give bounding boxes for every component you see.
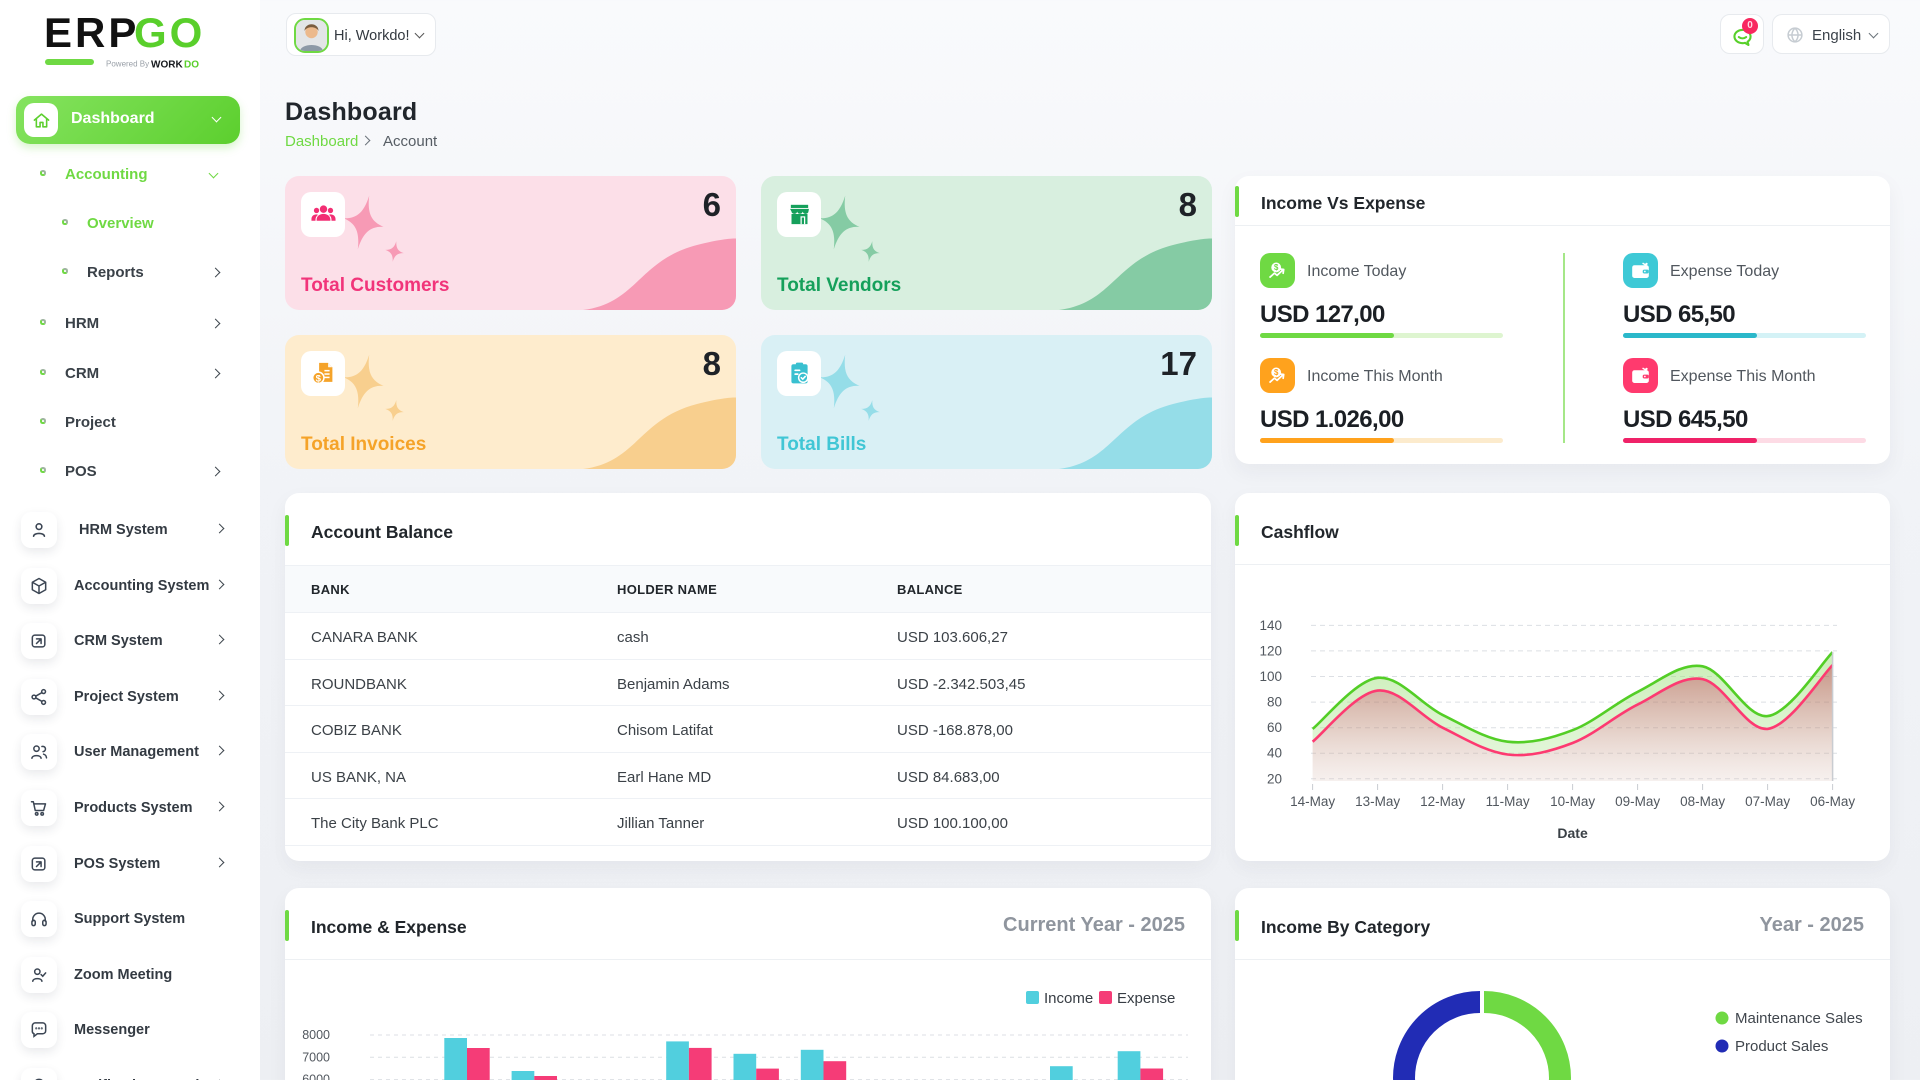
svg-text:100: 100 (1259, 669, 1282, 684)
svg-text:7000: 7000 (302, 1050, 330, 1064)
svg-text:10-May: 10-May (1550, 794, 1595, 809)
svg-text:DO: DO (184, 60, 199, 71)
svg-text:$: $ (1274, 368, 1279, 377)
svg-text:09-May: 09-May (1615, 794, 1660, 809)
svg-text:80: 80 (1267, 695, 1282, 710)
svg-text:Date: Date (1557, 825, 1588, 841)
svg-text:$: $ (315, 373, 321, 384)
svg-text:13-May: 13-May (1355, 794, 1400, 809)
svg-text:12-May: 12-May (1420, 794, 1465, 809)
svg-text:07-May: 07-May (1745, 794, 1790, 809)
svg-text:6000: 6000 (302, 1073, 330, 1080)
svg-text:Powered By: Powered By (106, 60, 149, 69)
svg-text:GO: GO (134, 10, 205, 56)
svg-text:08-May: 08-May (1680, 794, 1725, 809)
svg-text:20: 20 (1267, 771, 1282, 786)
svg-text:Maintenance Sales: Maintenance Sales (1735, 1010, 1863, 1027)
svg-text:11-May: 11-May (1486, 794, 1530, 809)
svg-text:$: $ (1274, 263, 1279, 272)
svg-text:Expense: Expense (1117, 990, 1175, 1007)
svg-text:140: 140 (1259, 618, 1282, 633)
svg-text:14-May: 14-May (1290, 794, 1335, 809)
svg-text:Income: Income (1044, 990, 1093, 1007)
svg-text:120: 120 (1259, 643, 1282, 658)
svg-text:WORK: WORK (151, 60, 183, 71)
svg-text:40: 40 (1267, 746, 1282, 761)
svg-text:60: 60 (1267, 720, 1282, 735)
svg-text:06-May: 06-May (1810, 794, 1855, 809)
svg-text:Product Sales: Product Sales (1735, 1038, 1828, 1055)
svg-text:8000: 8000 (302, 1028, 330, 1042)
svg-text:ERP: ERP (44, 10, 139, 56)
